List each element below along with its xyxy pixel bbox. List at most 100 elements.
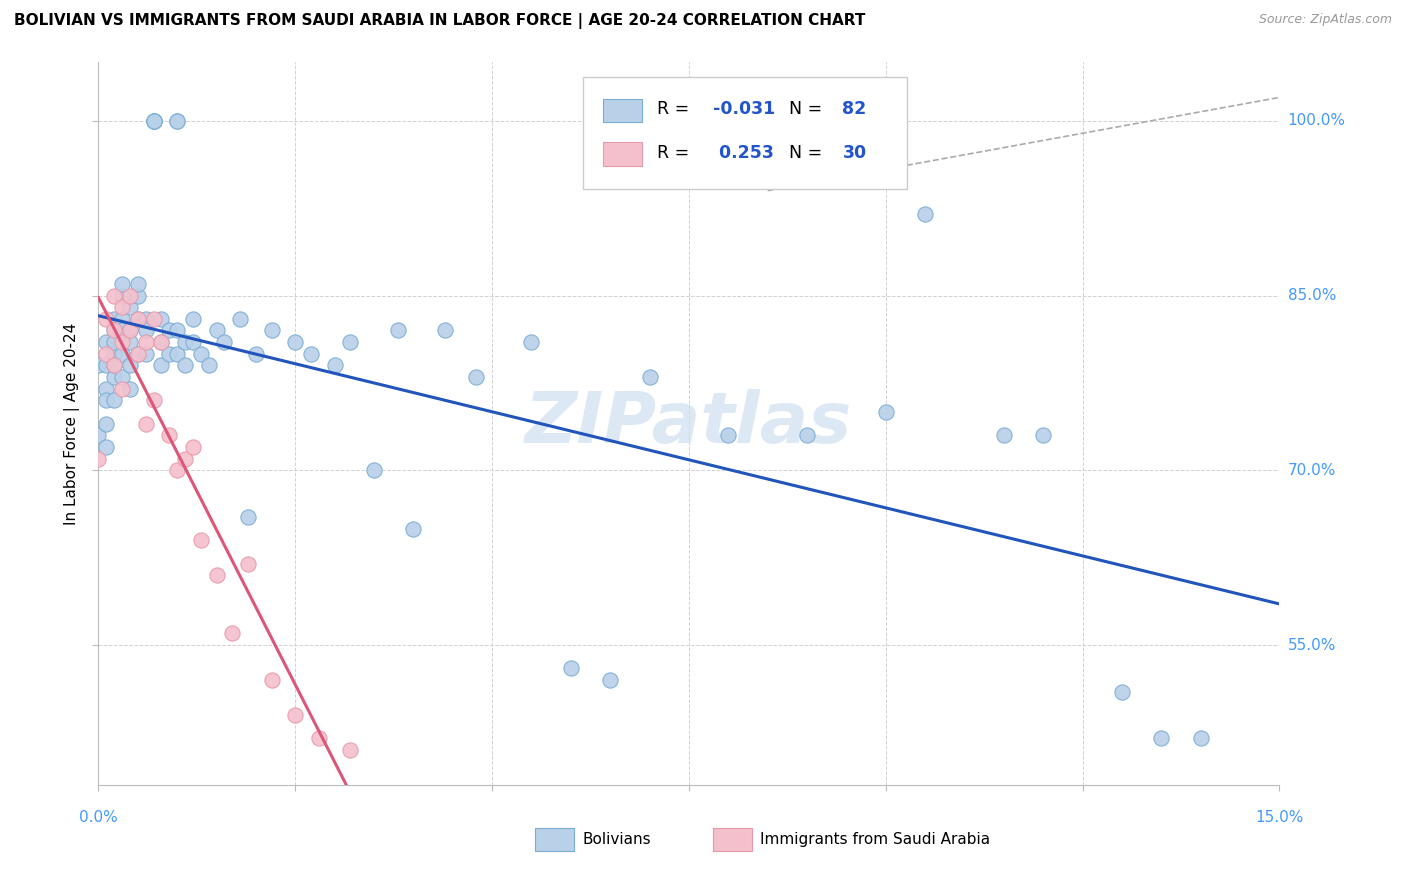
Point	[174, 335, 197, 350]
Point	[181, 440, 204, 454]
Text: R =: R =	[657, 144, 695, 161]
Point	[1032, 428, 1054, 442]
Point	[118, 288, 141, 302]
Point	[111, 382, 134, 396]
Text: 85.0%: 85.0%	[1288, 288, 1336, 303]
Point	[103, 370, 125, 384]
Point	[103, 393, 125, 408]
Point	[174, 451, 197, 466]
Point	[299, 347, 322, 361]
Text: Source: ZipAtlas.com: Source: ZipAtlas.com	[1258, 13, 1392, 27]
Point	[103, 359, 125, 373]
Point	[96, 440, 118, 454]
Point	[127, 311, 149, 326]
Point	[111, 311, 134, 326]
Point	[1111, 684, 1133, 698]
Point	[142, 113, 165, 128]
Point	[638, 370, 661, 384]
Point	[157, 428, 180, 442]
FancyBboxPatch shape	[536, 828, 575, 852]
Point	[103, 335, 125, 350]
Point	[142, 113, 165, 128]
Point	[166, 113, 188, 128]
Text: Bolivians: Bolivians	[582, 831, 651, 847]
Point	[339, 335, 361, 350]
Point	[111, 323, 134, 337]
Point	[166, 347, 188, 361]
Point	[118, 382, 141, 396]
Point	[717, 428, 740, 442]
Point	[96, 359, 118, 373]
Point	[323, 359, 346, 373]
Point	[221, 626, 243, 640]
Point	[181, 335, 204, 350]
Point	[96, 417, 118, 431]
Point	[142, 113, 165, 128]
Point	[402, 522, 425, 536]
Point	[127, 347, 149, 361]
Point	[118, 335, 141, 350]
Point	[111, 277, 134, 291]
Point	[260, 323, 283, 337]
Point	[236, 510, 259, 524]
Point	[111, 335, 134, 350]
FancyBboxPatch shape	[603, 142, 641, 166]
Point	[914, 207, 936, 221]
Point	[205, 323, 228, 337]
Point	[150, 335, 173, 350]
Point	[127, 288, 149, 302]
Text: -0.031: -0.031	[713, 101, 775, 119]
Point	[1150, 731, 1173, 746]
Point	[229, 311, 252, 326]
Text: BOLIVIAN VS IMMIGRANTS FROM SAUDI ARABIA IN LABOR FORCE | AGE 20-24 CORRELATION : BOLIVIAN VS IMMIGRANTS FROM SAUDI ARABIA…	[14, 13, 866, 29]
Point	[127, 277, 149, 291]
Point	[142, 311, 165, 326]
Text: 30: 30	[842, 144, 866, 161]
Point	[214, 335, 236, 350]
Point	[96, 311, 118, 326]
Point	[87, 428, 110, 442]
Point	[142, 113, 165, 128]
Point	[111, 300, 134, 314]
Point	[103, 347, 125, 361]
Point	[111, 288, 134, 302]
Point	[96, 335, 118, 350]
Text: 100.0%: 100.0%	[1288, 113, 1346, 128]
Point	[103, 359, 125, 373]
Point	[118, 323, 141, 337]
Point	[142, 393, 165, 408]
Point	[166, 113, 188, 128]
Point	[87, 451, 110, 466]
Point	[245, 347, 267, 361]
Point	[308, 731, 330, 746]
Text: 0.253: 0.253	[713, 144, 773, 161]
Point	[284, 708, 307, 723]
Point	[174, 359, 197, 373]
Point	[166, 323, 188, 337]
Point	[96, 393, 118, 408]
Point	[87, 359, 110, 373]
Point	[190, 533, 212, 548]
Point	[111, 370, 134, 384]
Point	[993, 428, 1015, 442]
Point	[103, 311, 125, 326]
Point	[363, 463, 385, 477]
Text: 82: 82	[842, 101, 866, 119]
Point	[205, 568, 228, 582]
Point	[599, 673, 621, 687]
Text: ZIPatlas: ZIPatlas	[526, 389, 852, 458]
Point	[135, 311, 157, 326]
Point	[387, 323, 409, 337]
Point	[150, 335, 173, 350]
Point	[118, 300, 141, 314]
Text: Immigrants from Saudi Arabia: Immigrants from Saudi Arabia	[759, 831, 990, 847]
Point	[111, 347, 134, 361]
Point	[103, 323, 125, 337]
Point	[236, 557, 259, 571]
Text: N =: N =	[778, 144, 827, 161]
Point	[190, 347, 212, 361]
Text: 0.0%: 0.0%	[79, 810, 118, 825]
Text: N =: N =	[778, 101, 827, 119]
Point	[135, 417, 157, 431]
FancyBboxPatch shape	[603, 99, 641, 122]
